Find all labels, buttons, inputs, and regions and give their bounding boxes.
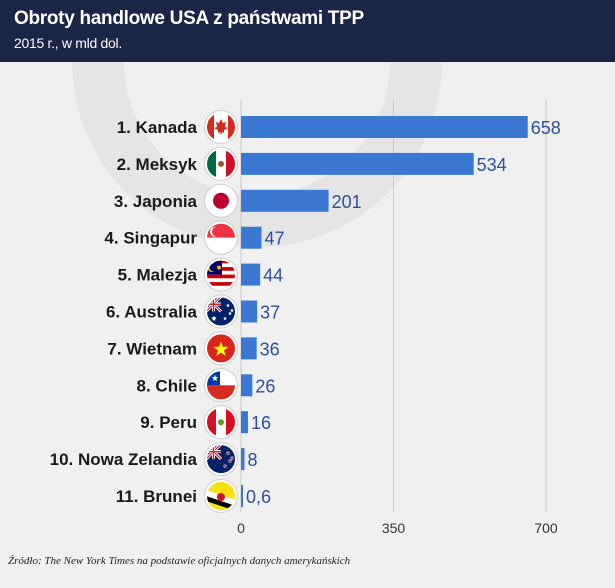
bar <box>241 152 474 175</box>
bar <box>241 300 258 323</box>
bar-row: 9. Peru 16 <box>140 405 271 440</box>
flag-vietnam-icon <box>204 331 238 366</box>
flag-australia-icon <box>204 294 238 329</box>
bar-row: 11. Brunei 0,6 <box>116 479 271 513</box>
x-tick-label: 700 <box>534 520 558 536</box>
flag-mexico-icon <box>204 146 238 181</box>
flag-japan-icon <box>204 183 238 218</box>
category-label: 8. Chile <box>137 376 197 395</box>
x-tick-label: 0 <box>237 520 245 536</box>
flag-new-zealand-icon <box>204 442 238 477</box>
category-label: 5. Malezja <box>118 266 198 285</box>
flag-singapore-icon <box>204 220 238 255</box>
chart-header: Obroty handlowe USA z państwami TPP 2015… <box>0 0 615 62</box>
bar <box>241 374 253 397</box>
watermark-shape <box>72 62 442 247</box>
category-label: 9. Peru <box>140 413 197 432</box>
bar-row: 1. Kanada 658 <box>117 110 561 144</box>
x-tick-label: 350 <box>382 520 406 536</box>
bar <box>241 116 528 138</box>
category-label: 3. Japonia <box>114 192 198 211</box>
category-label: 4. Singapur <box>104 229 197 248</box>
bar <box>241 263 261 286</box>
value-label: 658 <box>531 118 561 138</box>
value-label: 534 <box>477 155 507 175</box>
value-label: 0,6 <box>246 487 271 507</box>
value-label: 44 <box>263 266 283 286</box>
bar-row: 2. Meksyk 534 <box>117 146 507 181</box>
flag-canada-icon <box>204 110 238 144</box>
value-label: 37 <box>260 303 280 323</box>
bar <box>241 448 245 471</box>
flag-peru-icon <box>204 405 238 440</box>
chart-subtitle: 2015 r., w mld dol. <box>14 35 122 51</box>
bar-row: 10. Nowa Zelandia 8 <box>50 442 258 477</box>
source-note: Źródło: The New York Times na podstawie … <box>8 555 351 567</box>
category-label: 6. Australia <box>106 303 198 322</box>
category-label: 1. Kanada <box>117 118 198 137</box>
value-label: 36 <box>260 339 280 359</box>
value-label: 8 <box>247 450 257 470</box>
value-label: 47 <box>264 229 284 249</box>
bar <box>241 337 257 360</box>
bar <box>241 226 262 249</box>
bar-row: 4. Singapur 47 <box>104 220 285 255</box>
bar-row: 5. Malezja 44 <box>118 257 283 292</box>
flag-chile-icon <box>204 368 238 403</box>
value-label: 16 <box>251 413 271 433</box>
category-label: 11. Brunei <box>116 487 197 506</box>
category-label: 10. Nowa Zelandia <box>50 450 198 469</box>
bar-row: 3. Japonia 201 <box>114 183 362 218</box>
value-label: 201 <box>332 192 362 212</box>
flag-brunei-icon <box>204 479 238 513</box>
value-label: 26 <box>255 376 275 396</box>
bar-row: 8. Chile 26 <box>137 368 275 403</box>
flag-malaysia-icon <box>204 257 238 292</box>
category-label: 2. Meksyk <box>117 155 198 174</box>
bar <box>241 189 329 212</box>
category-label: 7. Wietnam <box>107 339 197 358</box>
bar <box>241 485 243 507</box>
chart-title: Obroty handlowe USA z państwami TPP <box>14 8 364 29</box>
bar-row: 7. Wietnam 36 <box>107 331 280 366</box>
bar-row: 6. Australia 37 <box>106 294 280 329</box>
bar <box>241 411 248 434</box>
